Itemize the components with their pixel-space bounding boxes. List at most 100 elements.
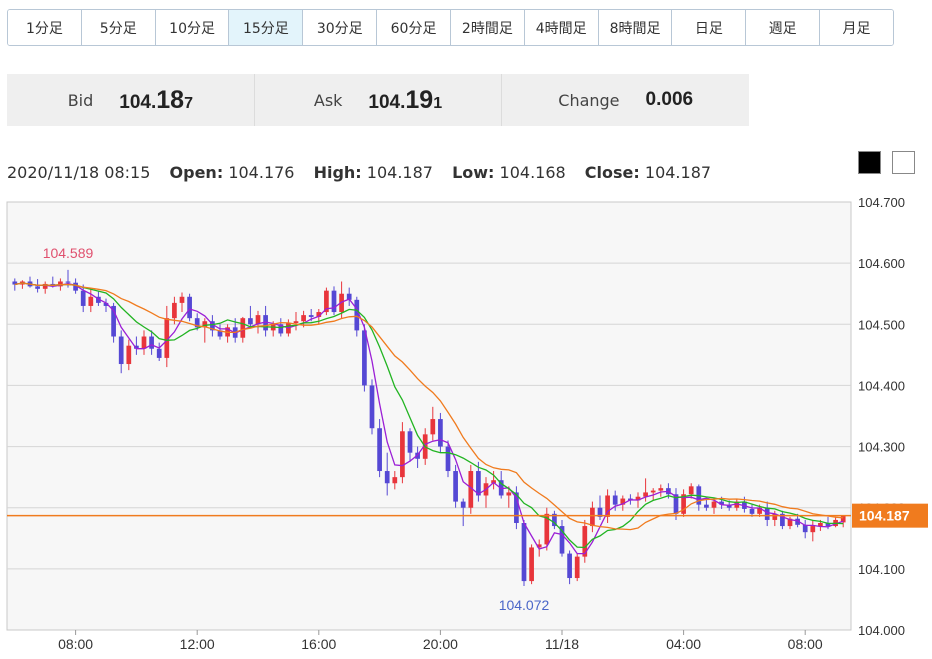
candle-body	[590, 507, 595, 527]
tab-timeframe-10[interactable]: 週足	[746, 10, 821, 45]
candle-body	[658, 488, 664, 491]
candle-body	[734, 501, 740, 508]
candle-body	[217, 330, 223, 337]
y-tick-label: 104.500	[858, 317, 905, 332]
candle-body	[825, 523, 831, 527]
candle-body	[620, 498, 626, 505]
tab-timeframe-11[interactable]: 月足	[820, 10, 893, 45]
candle-body	[764, 507, 770, 520]
y-tick-label: 104.400	[858, 378, 905, 393]
candle-body	[194, 318, 200, 328]
x-tick-label: 04:00	[666, 636, 701, 652]
tab-timeframe-9[interactable]: 日足	[672, 10, 747, 45]
candle-body	[202, 321, 208, 328]
candle-body	[35, 286, 40, 289]
tab-timeframe-2[interactable]: 10分足	[155, 10, 230, 45]
ask-label: Ask	[313, 90, 343, 110]
open-label: Open:	[169, 163, 224, 182]
candle-body	[445, 446, 451, 472]
candle-body	[278, 324, 284, 334]
low-value: 104.168	[499, 163, 566, 182]
y-tick-label: 104.300	[858, 440, 905, 455]
candle-body	[506, 492, 512, 496]
ma-fast-line	[14, 282, 844, 555]
candle-body	[149, 336, 154, 349]
tab-timeframe-7[interactable]: 4時間足	[524, 10, 599, 45]
bid-label: Bid	[67, 90, 94, 110]
y-tick-label: 104.000	[858, 623, 905, 638]
candle-body	[65, 281, 71, 283]
tab-timeframe-3[interactable]: 15分足	[229, 10, 304, 45]
candle-body	[187, 296, 192, 319]
tab-timeframe-0[interactable]: 1分足	[8, 10, 82, 45]
candle-body	[719, 501, 724, 505]
x-tick-label: 08:00	[788, 636, 823, 652]
candle-body	[757, 507, 762, 514]
candle-body	[430, 419, 436, 435]
candle-body	[156, 348, 162, 358]
candle-body	[529, 547, 534, 582]
low-label: Low:	[452, 163, 495, 182]
ma-slow-line	[14, 282, 844, 531]
candle-body	[362, 330, 367, 386]
light-theme-button[interactable]	[892, 151, 915, 174]
candle-body	[134, 345, 139, 349]
tab-timeframe-1[interactable]: 5分足	[81, 10, 156, 45]
ma-mid-line	[14, 282, 844, 549]
candle-body	[240, 318, 246, 338]
candle-body	[308, 315, 314, 317]
candle-body	[111, 305, 116, 337]
candle-body	[58, 281, 63, 287]
candle-body	[726, 504, 732, 508]
tab-timeframe-6[interactable]: 2時間足	[450, 10, 525, 45]
candle-body	[73, 282, 78, 291]
candle-body	[293, 321, 299, 324]
candle-body	[103, 302, 109, 306]
candle-body	[453, 471, 458, 502]
ask-value: 104.191	[368, 85, 443, 114]
candle-body	[384, 471, 390, 484]
bid-value: 104.187	[119, 85, 193, 114]
candle-body	[795, 518, 800, 525]
candle-body	[354, 299, 360, 331]
candle-body	[544, 513, 550, 545]
candle-body	[118, 336, 124, 365]
x-tick-label: 16:00	[301, 636, 336, 652]
quote-panel: Bid 104.187 Ask 104.191 Change 0.006	[7, 74, 749, 126]
current-price-badge	[852, 503, 928, 528]
x-tick-label: 12:00	[180, 636, 215, 652]
tab-timeframe-5[interactable]: 60分足	[377, 10, 451, 45]
candlestick-chart: 104.700104.600104.500104.400104.300104.2…	[6, 195, 928, 652]
y-tick-label: 104.700	[858, 195, 905, 210]
candle-body	[780, 513, 785, 527]
tab-timeframe-8[interactable]: 8時間足	[598, 10, 673, 45]
candle-body	[96, 296, 101, 303]
dark-theme-button[interactable]	[858, 151, 881, 174]
candle-body	[392, 477, 398, 484]
high-label: High:	[313, 163, 362, 182]
candle-body	[643, 492, 648, 497]
close-value: 104.187	[644, 163, 712, 182]
candle-body	[521, 523, 527, 582]
change-cell: Change 0.006	[502, 74, 749, 126]
candle-body	[772, 513, 778, 520]
candle-body	[179, 296, 185, 303]
candle-body	[324, 290, 329, 313]
candle-body	[711, 501, 717, 508]
candle-body	[438, 419, 443, 447]
candle-body	[514, 492, 519, 523]
candle-body	[688, 486, 694, 495]
candle-body	[574, 556, 580, 579]
candle-body	[673, 494, 679, 514]
bid-cell: Bid 104.187	[7, 74, 255, 126]
tab-timeframe-4[interactable]: 30分足	[303, 10, 378, 45]
candle-body	[172, 302, 177, 319]
candle-body	[400, 431, 405, 478]
candle-body	[460, 501, 466, 508]
candle-body	[88, 296, 94, 306]
candle-body	[597, 507, 603, 517]
candle-body	[536, 544, 542, 548]
low-annotation: 104.072	[499, 597, 550, 613]
candle-body	[635, 496, 641, 501]
plot-area	[6, 201, 852, 631]
